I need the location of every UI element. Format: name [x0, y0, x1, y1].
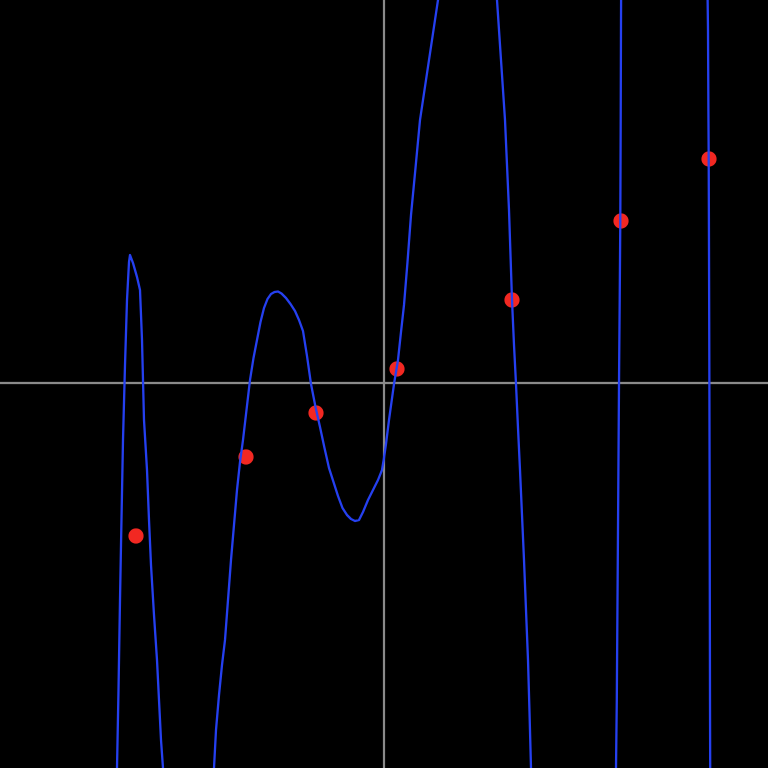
fitted-curve-path — [115, 0, 712, 768]
data-point-marker — [128, 528, 144, 544]
